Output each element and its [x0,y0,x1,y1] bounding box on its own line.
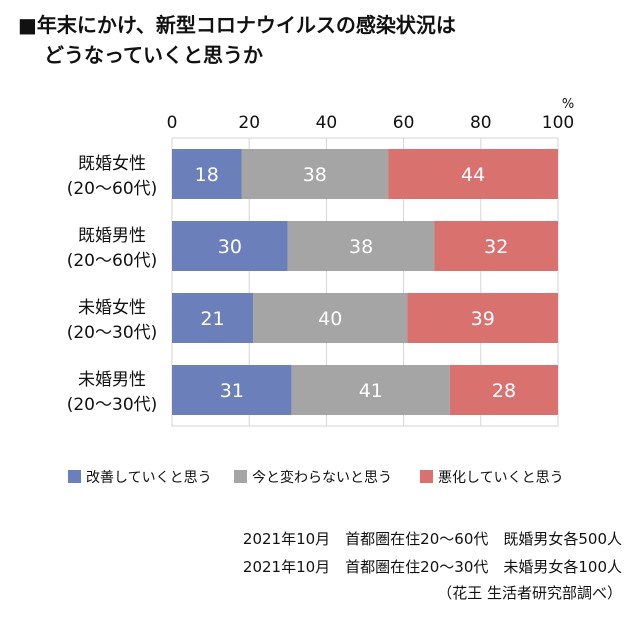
bar-segment-1 [172,149,242,199]
bar-segment-3 [388,149,558,199]
title-line-1: 年末にかけ、新型コロナウイルスの感染状況は [36,13,456,37]
bar-segment-3 [434,221,558,271]
bar-segment-1 [172,221,288,271]
bar-segment-2 [241,149,389,199]
category-sublabel: (20〜30代) [67,395,158,415]
legend-swatch-3 [420,470,433,483]
x-tick-label: 40 [316,113,338,133]
bar-value-label: 18 [195,164,219,186]
bar-value-label: 39 [471,308,495,330]
category-sublabel: (20〜30代) [67,323,158,343]
x-tick-label: 60 [393,113,415,133]
category-label: 既婚男性 [78,226,146,246]
category-sublabel: (20〜60代) [67,179,158,199]
bar-value-label: 21 [200,308,224,330]
bar-value-label: 40 [318,308,342,330]
legend-swatch-1 [68,470,81,483]
category-label: 未婚女性 [78,298,146,318]
category-label: 未婚男性 [78,370,146,390]
legend-label: 悪化していくと思う [438,470,564,486]
bar-segment-2 [291,365,450,415]
legend-label: 今と変わらないと思う [252,469,392,486]
bar-segment-2 [287,221,435,271]
x-axis-unit-label: % [562,97,574,112]
bar-segment-3 [407,293,558,343]
bar-segment-3 [449,365,558,415]
legend-label: 改善していくと思う [86,470,212,486]
x-tick-label: 0 [167,113,178,133]
title-line-2: どうなっていくと思うか [44,43,263,67]
x-tick-label: 80 [470,113,492,133]
bar-value-label: 28 [492,380,516,402]
bar-segment-1 [172,293,254,343]
bar-value-label: 30 [218,236,242,258]
bar-value-label: 41 [359,380,383,402]
bar-value-label: 38 [303,164,327,186]
x-tick-label: 20 [238,113,260,133]
survey-note-married: 2021年10月 首都圏在住20〜60代 既婚男女各500人 [242,530,622,548]
plot-frame [171,137,559,427]
legend-swatch-2 [234,470,247,483]
category-label: 既婚女性 [78,154,146,174]
bar-segment-2 [253,293,408,343]
title-square-marker: ■ [18,13,37,37]
chart-title: ■年末にかけ、新型コロナウイルスの感染状況は どうなっていくと思うか [18,10,618,70]
bar-value-label: 31 [220,380,244,402]
survey-note-unmarried: 2021年10月 首都圏在住20〜30代 未婚男女各100人 [242,558,622,576]
bar-value-label: 44 [461,164,485,186]
survey-source: （花王 生活者研究部調べ） [437,584,622,602]
x-tick-label: 100 [542,113,574,133]
category-sublabel: (20〜60代) [67,251,158,271]
bar-segment-1 [172,365,292,415]
bar-value-label: 38 [349,236,373,258]
bar-value-label: 32 [484,236,508,258]
